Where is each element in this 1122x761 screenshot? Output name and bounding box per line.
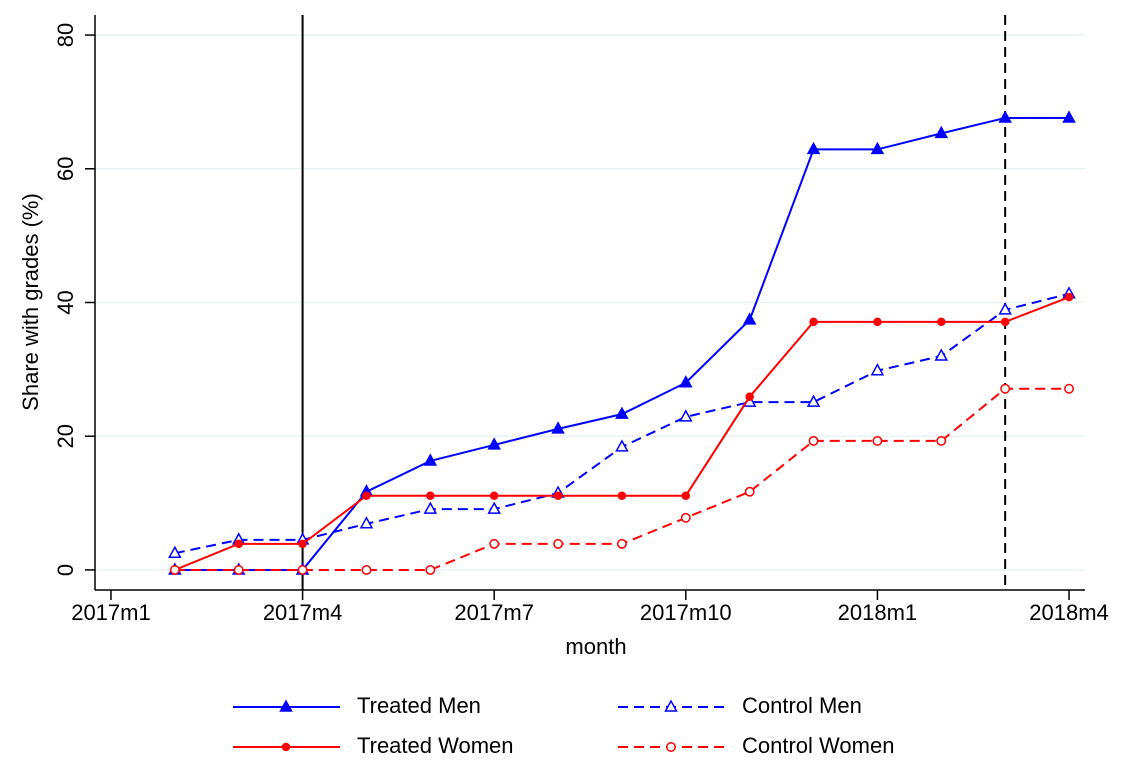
x-tick-label: 2018m1 — [838, 600, 918, 625]
data-point — [489, 538, 500, 549]
legend-label: Treated Women — [357, 733, 514, 758]
data-point — [998, 110, 1012, 123]
y-tick-label: 80 — [53, 23, 78, 47]
data-point — [806, 141, 821, 155]
data-point — [680, 512, 691, 523]
data-point — [487, 437, 501, 450]
data-point — [487, 501, 501, 514]
data-point — [423, 453, 438, 466]
data-point — [1000, 383, 1011, 394]
legend-marker — [664, 699, 678, 712]
data-point — [551, 421, 565, 434]
legend-marker — [666, 742, 676, 752]
data-point — [809, 317, 818, 327]
data-point — [234, 539, 243, 549]
data-point — [937, 317, 946, 327]
data-point — [873, 317, 882, 327]
data-point — [233, 564, 244, 575]
data-point — [872, 435, 883, 446]
data-point — [361, 564, 372, 575]
x-tick-label: 2017m1 — [71, 600, 151, 625]
y-tick-label: 40 — [53, 290, 78, 314]
series-line — [174, 116, 1070, 571]
legend-marker — [279, 699, 293, 712]
data-point — [617, 491, 627, 500]
data-point — [998, 302, 1012, 315]
data-point — [806, 394, 821, 407]
data-point — [615, 439, 629, 452]
data-point — [744, 486, 755, 497]
data-point — [745, 392, 754, 402]
data-point — [870, 363, 885, 376]
data-point — [423, 501, 438, 514]
data-point — [681, 491, 691, 500]
x-tick-label: 2017m10 — [640, 600, 732, 625]
data-point — [936, 435, 947, 446]
y-tick-label: 0 — [53, 564, 78, 576]
x-axis-title: month — [565, 634, 626, 659]
data-point — [362, 491, 371, 500]
data-point — [489, 491, 499, 500]
data-point — [679, 409, 693, 422]
data-point — [298, 539, 307, 549]
data-point — [1000, 317, 1010, 327]
legend-label: Treated Men — [357, 693, 481, 718]
data-point — [616, 538, 627, 549]
data-point — [426, 491, 435, 500]
legend-marker — [281, 742, 291, 752]
data-point — [553, 538, 564, 549]
data-point — [168, 545, 182, 558]
series-line — [174, 296, 1070, 571]
x-tick-label: 2017m7 — [454, 600, 534, 625]
y-tick-label: 60 — [53, 157, 78, 181]
data-point — [870, 141, 885, 155]
data-point — [1062, 110, 1076, 123]
data-point — [742, 312, 757, 325]
legend-label: Control Women — [742, 733, 894, 758]
data-point — [359, 516, 374, 529]
data-point — [1064, 292, 1074, 302]
series-line — [174, 292, 1070, 555]
data-point — [934, 348, 949, 361]
x-tick-label: 2017m4 — [263, 600, 343, 625]
data-point — [169, 564, 180, 575]
data-point — [808, 435, 819, 446]
legend-label: Control Men — [742, 693, 862, 718]
data-point — [297, 564, 308, 575]
y-axis-title: Share with grades (%) — [18, 193, 43, 411]
data-point — [679, 375, 693, 388]
data-point — [1064, 383, 1074, 394]
data-point — [425, 564, 436, 575]
y-tick-label: 20 — [53, 424, 78, 448]
data-point — [934, 125, 949, 139]
x-tick-label: 2018m4 — [1029, 600, 1109, 625]
data-point — [615, 406, 629, 419]
data-point — [553, 491, 563, 500]
